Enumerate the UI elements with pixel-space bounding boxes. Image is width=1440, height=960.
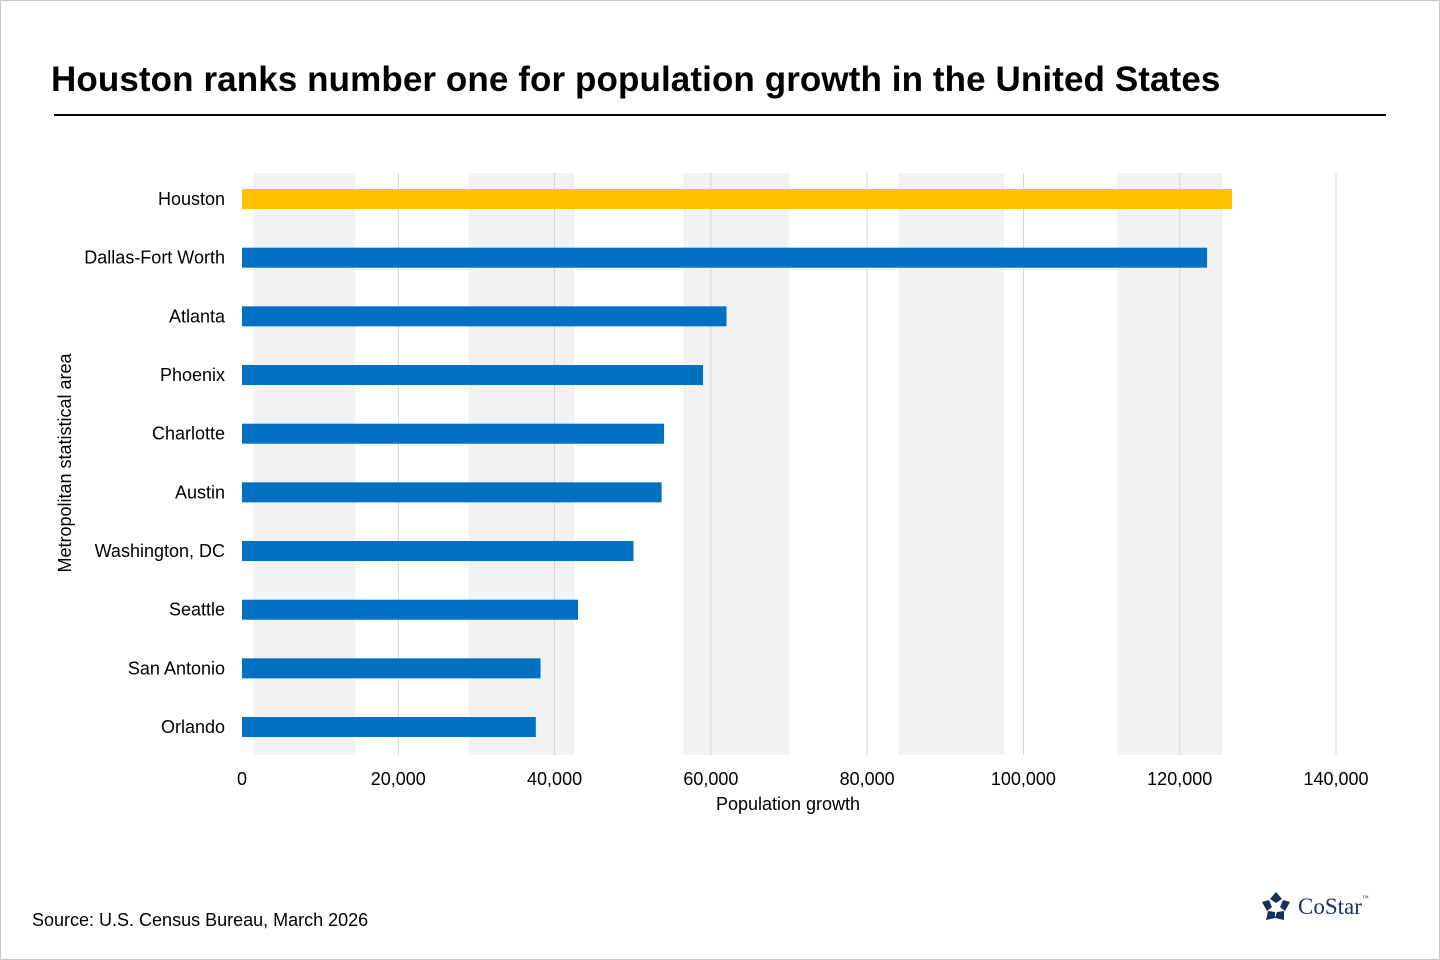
background-band-2: [683, 173, 789, 755]
category-label-atlanta: Atlanta: [169, 306, 226, 326]
bar-charlotte: [242, 423, 664, 444]
x-tick-label-6: 120,000: [1147, 769, 1212, 789]
bar-houston: [242, 189, 1233, 209]
category-label-orlando: Orlando: [161, 717, 225, 737]
category-label-phoenix: Phoenix: [160, 365, 225, 385]
costar-logo: CoStar™: [1260, 891, 1369, 923]
bar-orlando: [242, 717, 536, 738]
bar-austin: [242, 482, 662, 503]
category-label-houston: Houston: [158, 189, 225, 209]
category-labels: Houston Dallas-Fort Worth Atlanta Phoenix Ch…: [84, 189, 226, 737]
chart-title: Houston ranks number one for population …: [51, 60, 1221, 99]
bar-washington-dc: [242, 541, 634, 562]
x-tick-label-4: 80,000: [840, 769, 895, 789]
background-band-3: [898, 173, 1004, 755]
background-band-4: [1117, 173, 1223, 755]
x-tick-label-7: 140,000: [1303, 769, 1368, 789]
category-label-austin: Austin: [175, 482, 225, 502]
bar-dallas-fort-worth: [242, 247, 1208, 268]
y-axis-title: Metropolitan statistical area: [55, 352, 75, 572]
bar-san-antonio: [242, 658, 541, 679]
category-label-dallas-fort-worth: Dallas-Fort Worth: [84, 248, 225, 268]
source-note: Source: U.S. Census Bureau, March 2026: [32, 910, 369, 930]
bar-atlanta: [242, 306, 727, 327]
bar-phoenix: [242, 365, 704, 386]
x-tick-labels: 0 20,000 40,000 60,000 80,000 100,000 120,000 1…: [237, 769, 1369, 789]
bar-seattle: [242, 599, 579, 620]
costar-wordmark: CoStar™: [1298, 894, 1369, 919]
title-underline: [54, 114, 1386, 116]
x-tick-label-3: 60,000: [683, 769, 738, 789]
background-band-1: [468, 173, 575, 755]
bars: [242, 189, 1233, 738]
x-axis-title: Population growth: [716, 794, 860, 814]
category-label-washington-dc: Washington, DC: [95, 541, 225, 561]
gridlines: [397, 173, 1337, 755]
category-label-san-antonio: San Antonio: [128, 658, 225, 678]
category-label-charlotte: Charlotte: [152, 424, 225, 444]
background-band-0: [253, 173, 356, 755]
x-tick-label-1: 20,000: [371, 769, 426, 789]
costar-star-icon: [1262, 892, 1290, 920]
category-label-seattle: Seattle: [169, 600, 225, 620]
x-tick-label-0: 0: [237, 769, 247, 789]
x-tick-label-2: 40,000: [527, 769, 582, 789]
x-tick-label-5: 100,000: [991, 769, 1056, 789]
background-bands: [253, 173, 1223, 755]
